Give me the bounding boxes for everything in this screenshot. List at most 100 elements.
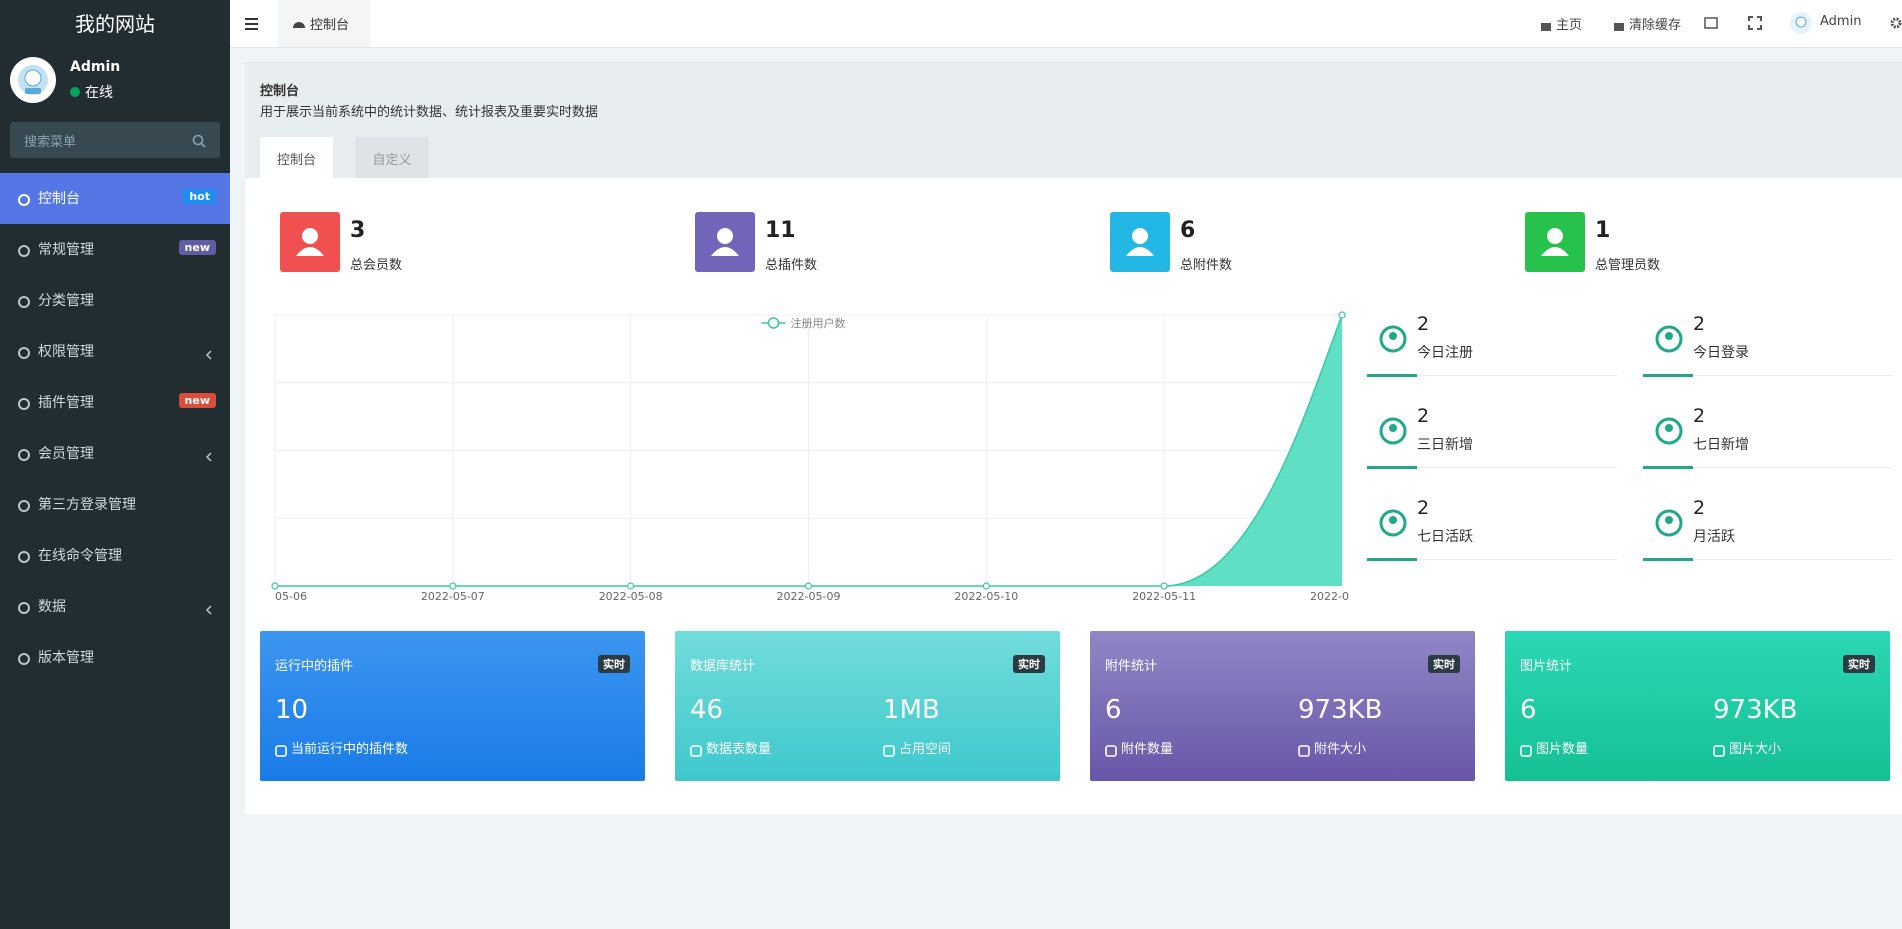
menu-toggle-part <box>245 18 258 30</box>
stat-value: 3 <box>350 218 366 243</box>
lang-icon-part <box>1704 17 1718 29</box>
mini-icon <box>1379 417 1407 445</box>
menu-icon <box>17 396 31 410</box>
menu-item[interactable]: 常规管理 new <box>0 224 230 275</box>
mini-icon <box>1379 509 1407 537</box>
point <box>804 582 813 590</box>
point <box>982 582 990 590</box>
area <box>275 315 1342 586</box>
info-card: 附件统计 实时 6 附件数量 973KB 附件大小 <box>1090 631 1475 781</box>
menu-icon <box>17 192 31 206</box>
menu-icon <box>17 447 31 461</box>
panel-description: 用于展示当前系统中的统计数据、统计报表及重要实时数据 <box>260 105 599 120</box>
search-placeholder: 搜索菜单 <box>24 135 77 150</box>
tab-icon <box>292 16 306 30</box>
menu-icon-part <box>18 653 30 665</box>
mini-icon-part <box>1655 325 1683 353</box>
panel-tab[interactable]: 自定义 <box>355 137 429 178</box>
stat-icon-part <box>1126 228 1154 256</box>
menu-icon-part <box>18 500 30 512</box>
legend-label: 注册用户数 <box>791 316 846 330</box>
menu-label: 控制台 <box>38 191 80 207</box>
header-tab[interactable]: 控制台 <box>278 0 370 47</box>
card-item-icon <box>690 742 702 757</box>
card-label: 图片数量 <box>1536 742 1589 757</box>
menu-badge: new <box>178 393 216 408</box>
mini-value: 2 <box>1693 313 1706 335</box>
menu-item[interactable]: 数据 <box>0 581 230 632</box>
mini-divider <box>1643 467 1893 468</box>
stat-icon-part <box>1547 228 1563 244</box>
fullscreen-icon-part <box>1748 16 1762 30</box>
stat-icon-part <box>296 228 324 256</box>
mini-icon-part <box>1379 325 1407 353</box>
menu-label: 会员管理 <box>38 446 94 462</box>
mini-icon-part <box>1389 332 1397 340</box>
stat-icon <box>695 212 755 272</box>
x-tick-label: 2022-05-08 <box>599 590 663 603</box>
stat-label: 总插件数 <box>765 258 818 273</box>
settings-icon-part <box>1890 17 1902 29</box>
card-value: 6 <box>1520 695 1537 725</box>
header-link[interactable]: 主页 <box>1540 14 1620 34</box>
header-link[interactable]: 清除缓存 <box>1613 14 1693 34</box>
menu-item[interactable]: 第三方登录管理 <box>0 479 230 530</box>
header-avatar-part <box>1795 16 1807 28</box>
mini-value: 2 <box>1693 497 1706 519</box>
logo[interactable]: 我的网站 <box>75 12 155 36</box>
stat-value: 1 <box>1595 218 1611 243</box>
card-title: 图片统计 <box>1520 659 1573 674</box>
header-user[interactable]: Admin <box>1820 14 1862 29</box>
stat-icon-part <box>302 228 318 244</box>
mini-divider <box>1643 559 1893 560</box>
search-box[interactable]: 搜索菜单 <box>10 122 220 158</box>
panel-title: 控制台 <box>260 84 300 99</box>
menu-arrow <box>204 448 214 462</box>
stat-icon <box>280 212 340 272</box>
mini-icon <box>1655 417 1683 445</box>
x-tick-label: 2022-05-09 <box>777 590 841 603</box>
legend-symbol <box>767 317 780 329</box>
mini-icon-part <box>1379 325 1407 353</box>
tab-label: 控制台 <box>310 18 350 33</box>
mini-icon-part <box>1655 417 1683 445</box>
menu-icon <box>17 549 31 563</box>
tab-icon-part <box>293 22 305 28</box>
menu-label: 常规管理 <box>38 242 94 258</box>
fullscreen-icon <box>1748 15 1762 30</box>
info-card: 图片统计 实时 6 图片数量 973KB 图片大小 <box>1505 631 1890 781</box>
stat-value: 6 <box>1180 218 1196 243</box>
card-value: 973KB <box>1713 695 1798 725</box>
card-item-icon-part <box>883 745 895 757</box>
menu-badge: hot <box>183 189 216 204</box>
menu-item[interactable]: 在线命令管理 <box>0 530 230 581</box>
menu-icon-part <box>18 347 30 359</box>
menu-item[interactable]: 分类管理 <box>0 275 230 326</box>
menu-item[interactable]: 会员管理 <box>0 428 230 479</box>
card-item-icon <box>1105 742 1117 757</box>
menu-item[interactable]: 控制台 hot <box>0 173 230 224</box>
panel-tab[interactable]: 控制台 <box>260 137 333 178</box>
user-name: Admin <box>70 59 121 75</box>
menu-icon <box>17 294 31 308</box>
menu-icon <box>17 600 31 614</box>
menu-item[interactable]: 权限管理 <box>0 326 230 377</box>
mini-icon-part <box>1665 516 1673 524</box>
search-icon-part <box>192 134 206 148</box>
stat-label: 总附件数 <box>1180 258 1233 273</box>
menu-icon <box>17 651 31 665</box>
sidebar: 我的网站 Admin 在线 搜索菜单 控制台 hot 常规管理 new 分类管理 权限管理 插件管理… <box>0 0 230 929</box>
card-item-icon-part <box>1713 745 1725 757</box>
menu-icon-part <box>18 296 30 308</box>
mini-accent <box>1367 374 1417 377</box>
menu-label: 权限管理 <box>38 344 94 360</box>
card-value: 6 <box>1105 695 1122 725</box>
menu-item[interactable]: 插件管理 new <box>0 377 230 428</box>
mini-divider <box>1367 375 1617 376</box>
card-item-icon-part <box>883 745 895 757</box>
menu-item[interactable]: 版本管理 <box>0 632 230 683</box>
mini-value: 2 <box>1417 497 1430 519</box>
card-item-icon <box>1713 742 1725 757</box>
lang-icon-part <box>1704 17 1718 29</box>
